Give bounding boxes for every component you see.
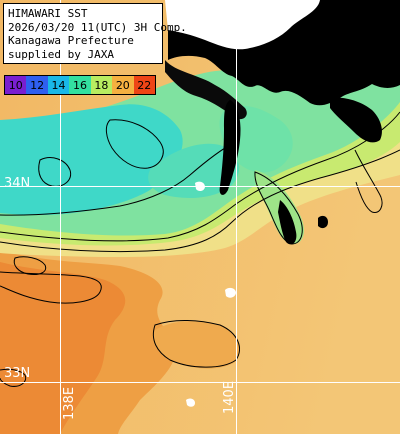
scale-cell-22: 22 — [133, 76, 155, 94]
lon-label-138e: 138E — [62, 386, 77, 420]
cloud-north — [165, 0, 320, 50]
scale-cell-12: 12 — [26, 76, 48, 94]
boso-peninsula — [330, 97, 382, 143]
cloud-small-3 — [186, 398, 195, 407]
info-box: HIMAWARI SST 2026/03/20 11(UTC) 3H Comp.… — [3, 3, 187, 64]
scale-cell-14: 14 — [47, 76, 70, 94]
izu-peninsula — [219, 100, 241, 195]
lat-label-33n: 33N — [4, 366, 31, 381]
bay-tip — [278, 200, 297, 245]
warm-patch — [153, 321, 240, 369]
transition-green — [0, 100, 400, 246]
cold-teal — [0, 104, 183, 215]
info-source: supplied by JAXA — [8, 47, 114, 61]
info-region: Kanagawa Prefecture — [8, 34, 134, 47]
scale-cell-16: 16 — [69, 76, 91, 94]
cold-teal-2 — [148, 143, 240, 198]
lon-label-140e: 140E — [222, 380, 237, 414]
info-datetime: 2026/03/20 11(UTC) 3H Comp. — [8, 20, 187, 34]
kuroshio-core — [0, 262, 126, 434]
scale-cell-10: 10 — [5, 76, 27, 94]
info-title: HIMAWARI SST — [8, 7, 88, 20]
lat-label-34n: 34N — [4, 176, 31, 191]
isotherm-contours — [0, 111, 400, 387]
scale-cell-20: 20 — [112, 76, 134, 94]
land-coast-strip — [165, 60, 247, 120]
oshima-island — [318, 215, 328, 229]
scale-cell-18: 18 — [90, 76, 113, 94]
cloud-small-1 — [225, 287, 236, 298]
temperature-scale: 10 12 14 16 18 20 22 — [4, 75, 156, 95]
